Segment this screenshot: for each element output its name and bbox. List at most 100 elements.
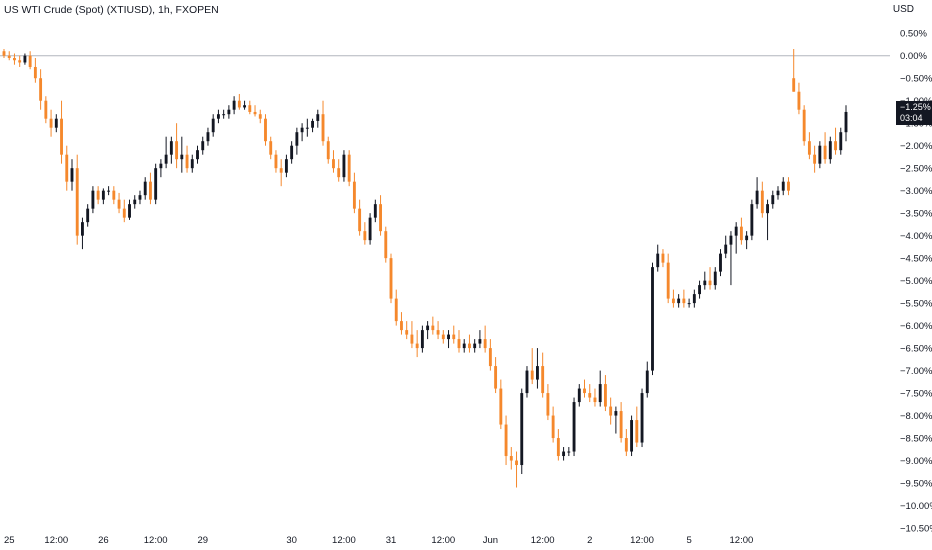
candle[interactable] — [609, 397, 613, 425]
candle[interactable] — [666, 253, 670, 304]
candle[interactable] — [760, 181, 764, 218]
candle[interactable] — [719, 249, 722, 277]
candle[interactable] — [342, 150, 346, 182]
candle[interactable] — [755, 177, 759, 209]
candle[interactable] — [201, 136, 205, 155]
candle[interactable] — [724, 235, 728, 259]
candle[interactable] — [28, 51, 32, 70]
candle[interactable] — [39, 69, 43, 110]
candle[interactable] — [656, 244, 660, 272]
candle[interactable] — [18, 55, 22, 67]
candle[interactable] — [515, 451, 518, 488]
candle[interactable] — [316, 109, 320, 128]
candle[interactable] — [321, 100, 325, 146]
candle[interactable] — [588, 384, 592, 403]
candle[interactable] — [457, 330, 461, 353]
candle[interactable] — [264, 114, 267, 146]
candle[interactable] — [248, 100, 252, 115]
candle[interactable] — [818, 141, 822, 169]
candle[interactable] — [23, 53, 27, 65]
candle[interactable] — [441, 330, 445, 344]
candle[interactable] — [823, 132, 827, 164]
candle[interactable] — [138, 190, 142, 205]
candle[interactable] — [692, 289, 696, 308]
candle[interactable] — [190, 154, 194, 173]
candle[interactable] — [624, 429, 628, 457]
candle[interactable] — [431, 316, 435, 335]
candle[interactable] — [739, 217, 743, 245]
candle[interactable] — [494, 357, 498, 394]
candle[interactable] — [96, 186, 100, 205]
candle[interactable] — [462, 339, 466, 353]
candle[interactable] — [828, 136, 832, 164]
candle[interactable] — [677, 294, 681, 308]
candle[interactable] — [232, 96, 236, 115]
candle[interactable] — [206, 127, 210, 146]
candle[interactable] — [107, 186, 111, 196]
candle[interactable] — [222, 109, 226, 119]
candle[interactable] — [426, 321, 430, 340]
symbol-title[interactable]: US WTI Crude (Spot) (XTIUSD), 1h, FXOPEN — [4, 4, 219, 16]
candle[interactable] — [243, 100, 247, 110]
candle[interactable] — [405, 321, 409, 340]
candle[interactable] — [389, 253, 393, 304]
candle[interactable] — [556, 429, 560, 461]
candle[interactable] — [175, 123, 179, 169]
candle[interactable] — [834, 127, 837, 155]
candle[interactable] — [687, 298, 691, 308]
candle[interactable] — [551, 406, 555, 443]
candle[interactable] — [504, 415, 508, 466]
candle[interactable] — [394, 289, 398, 326]
candle[interactable] — [593, 388, 597, 407]
candle[interactable] — [781, 177, 785, 196]
candle[interactable] — [337, 159, 341, 182]
candle[interactable] — [713, 267, 717, 290]
candle[interactable] — [295, 127, 299, 155]
candle[interactable] — [488, 339, 492, 371]
candle[interactable] — [583, 379, 586, 398]
candle[interactable] — [117, 192, 121, 214]
candle[interactable] — [279, 159, 283, 187]
candle[interactable] — [541, 352, 545, 398]
candle[interactable] — [771, 190, 775, 209]
candle[interactable] — [60, 100, 63, 164]
candle[interactable] — [562, 447, 566, 461]
candle[interactable] — [133, 195, 137, 209]
candle[interactable] — [400, 312, 403, 335]
candle[interactable] — [734, 222, 738, 254]
candle[interactable] — [44, 96, 48, 124]
candle[interactable] — [520, 388, 524, 475]
candle[interactable] — [703, 271, 707, 290]
candle[interactable] — [682, 289, 686, 308]
candle[interactable] — [196, 145, 199, 164]
candle[interactable] — [698, 280, 702, 299]
candle[interactable] — [792, 48, 796, 92]
candle[interactable] — [101, 188, 105, 205]
candle[interactable] — [81, 217, 84, 250]
candle[interactable] — [7, 51, 11, 61]
candle[interactable] — [358, 199, 362, 236]
candle[interactable] — [216, 109, 220, 124]
candle[interactable] — [368, 213, 372, 245]
candle[interactable] — [311, 118, 314, 133]
candle[interactable] — [776, 186, 780, 200]
candle[interactable] — [148, 172, 152, 205]
candle[interactable] — [813, 145, 817, 173]
candle[interactable] — [661, 249, 665, 268]
candle[interactable] — [536, 348, 539, 389]
candle[interactable] — [332, 150, 335, 173]
candle[interactable] — [284, 154, 288, 178]
candle[interactable] — [630, 415, 634, 457]
candle[interactable] — [436, 321, 440, 340]
candle[interactable] — [745, 231, 749, 250]
candle[interactable] — [169, 136, 173, 164]
candle[interactable] — [546, 384, 550, 421]
candle[interactable] — [258, 109, 262, 124]
candle[interactable] — [326, 136, 330, 164]
candle[interactable] — [839, 127, 843, 155]
candle[interactable] — [415, 330, 419, 358]
candle[interactable] — [530, 348, 534, 385]
candle[interactable] — [227, 105, 231, 119]
